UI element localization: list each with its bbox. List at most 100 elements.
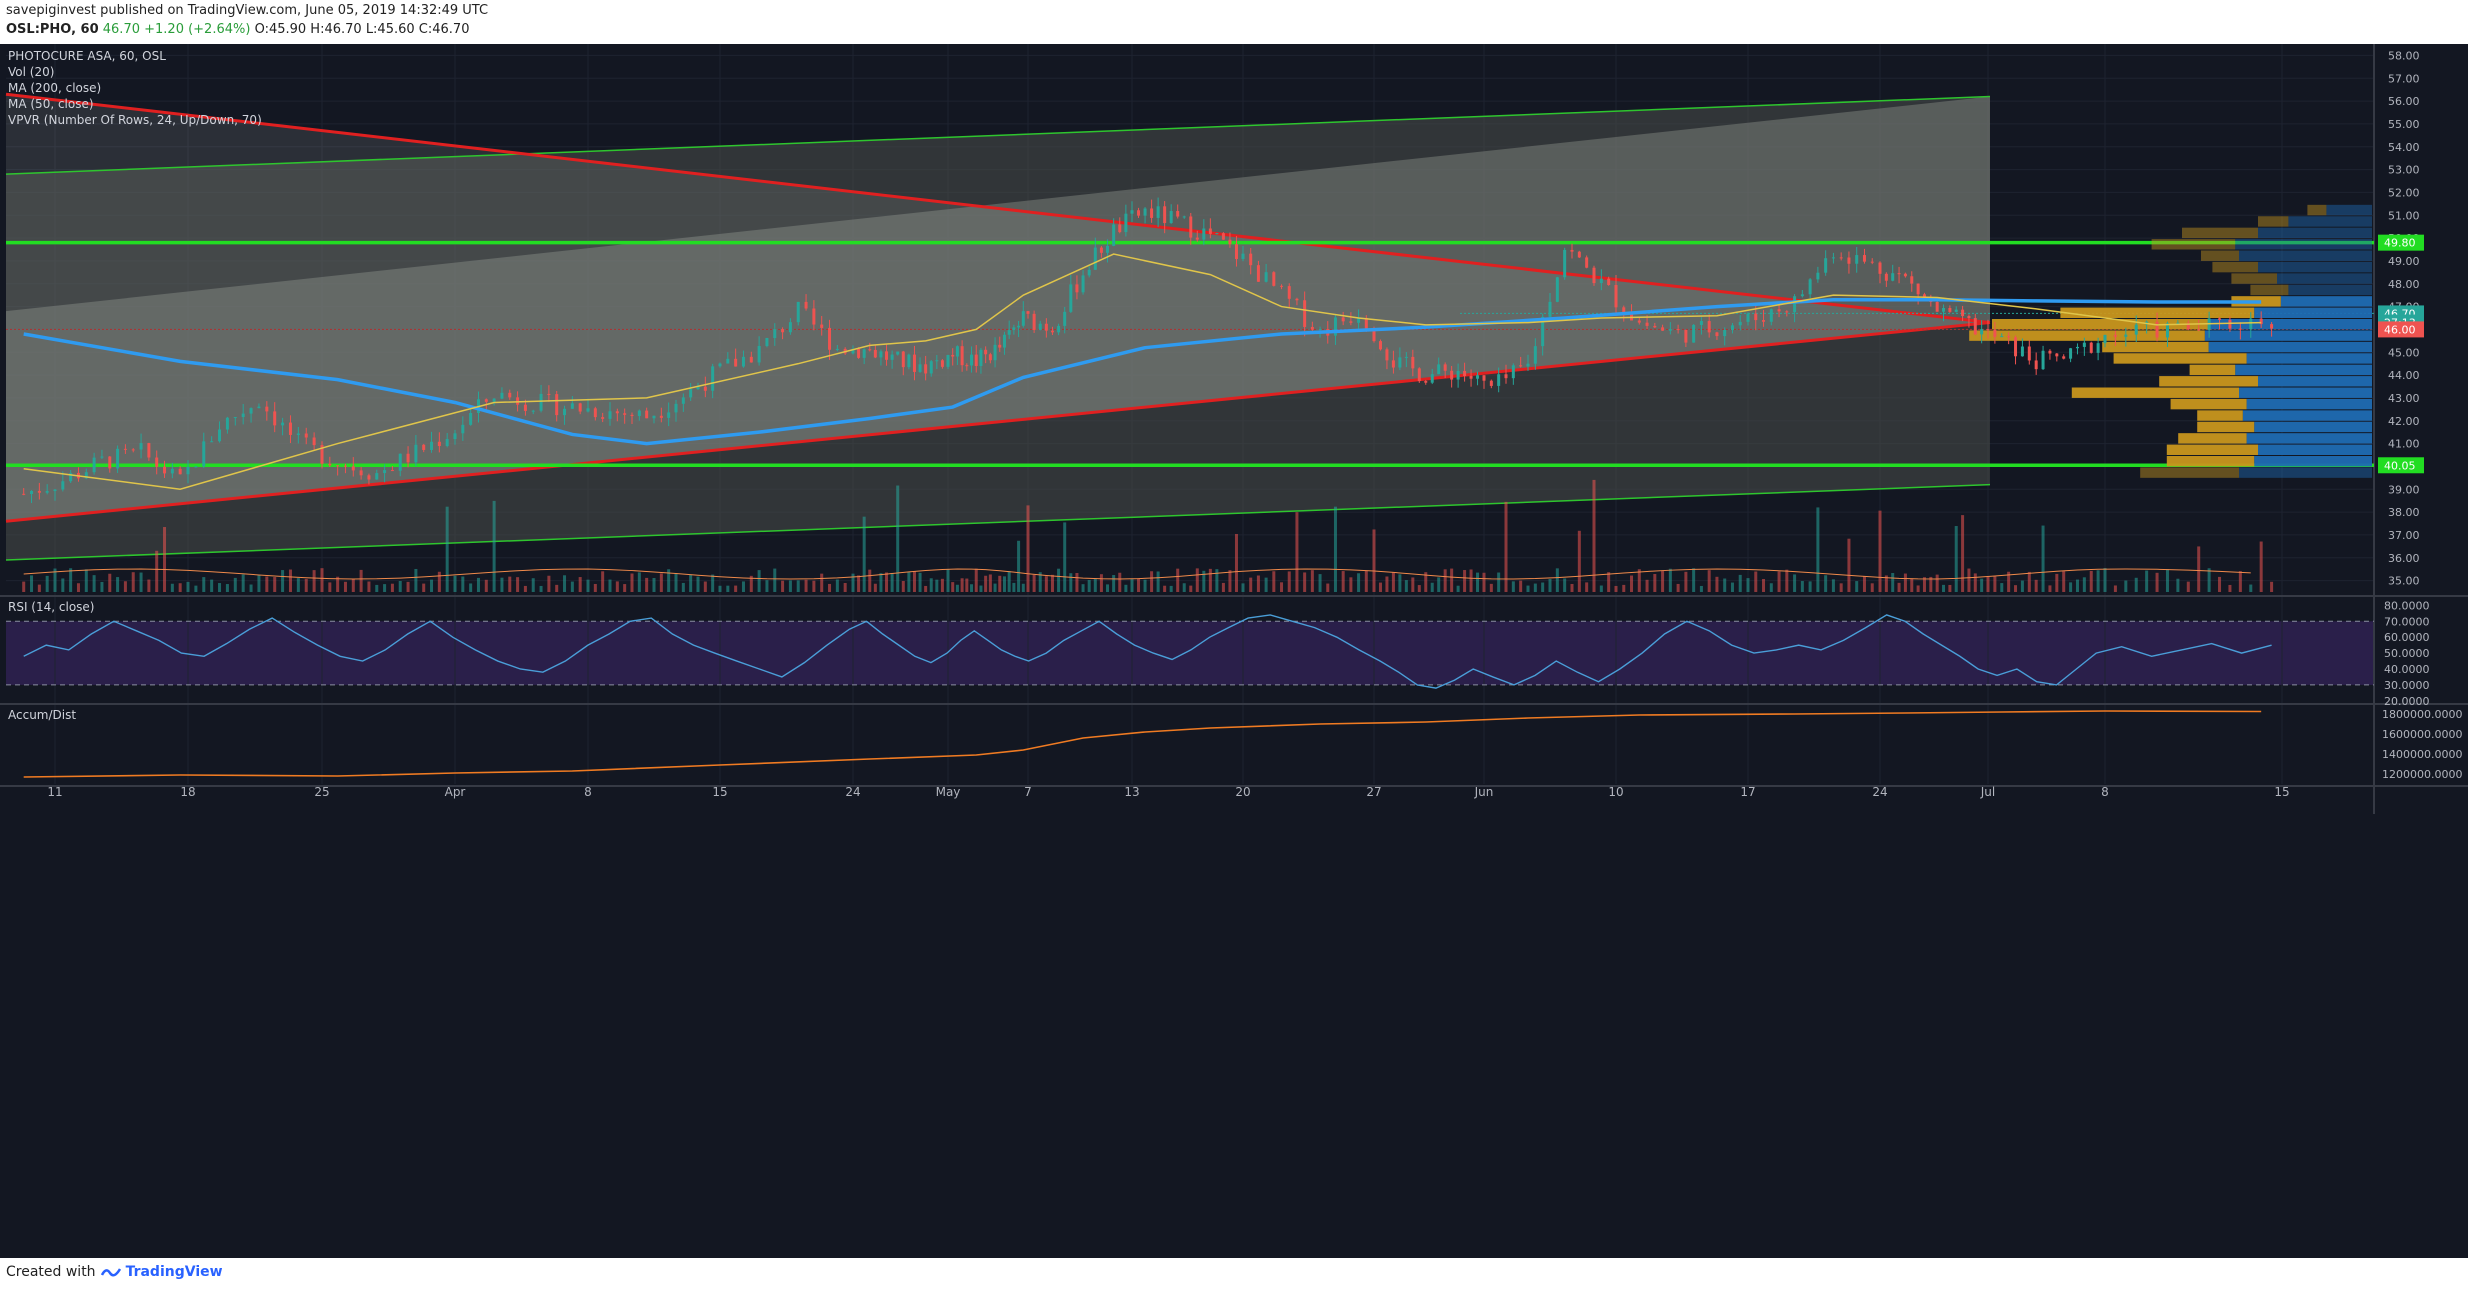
rsi-tick-label: 50.0000 [2384,647,2430,660]
volume-bar [1476,572,1480,592]
candle-body [773,329,777,339]
candle-body [1738,321,1742,326]
legend-item: Vol (20) [8,65,54,79]
candle-body [116,448,120,469]
volume-bar [1249,577,1253,592]
candle-body [1256,265,1260,282]
candle-body [1169,211,1173,224]
volume-bar [1935,574,1939,592]
volume-bar [1228,570,1232,592]
volume-bar [993,583,997,592]
vpvr-down-bar [2170,398,2247,410]
candle-body [178,468,182,475]
volume-bar [1137,578,1141,592]
candle-body [993,344,997,361]
channel-lower-line [5,483,1991,561]
candle-body [890,354,894,360]
candle-body [979,349,983,366]
candle-body [2034,360,2038,370]
volume-bar [523,585,527,592]
legend-item: VPVR (Number Of Rows, 24, Up/Down, 70) [8,113,262,127]
publisher-name[interactable]: savepiginvest [6,3,96,18]
tradingview-brand[interactable]: TradingView [125,1264,223,1280]
chart-area[interactable]: 58.00 57.00 56.00 55.00 54.00 53.00 52.00 51.00… [0,44,2468,1258]
candle-body [1676,329,1680,331]
candle-body [951,354,955,357]
candle-body [1497,374,1501,386]
x-tick-label: 15 [2274,785,2289,799]
price-label-text: 40.05 [2384,459,2416,472]
candle-body [1241,253,1245,259]
x-tick-label: May [936,785,961,799]
candle-body [1489,380,1493,386]
volume-bar [912,571,916,592]
price-tick-label: 36.00 [2388,552,2420,565]
candle-body [873,349,877,358]
candle-body [820,324,824,328]
volume-bar [1264,577,1268,592]
volume-bar [2186,581,2190,592]
volume-bar [61,578,65,592]
volume-bar [1730,582,1734,592]
volume-bar [233,577,237,592]
candle-body [1357,317,1361,323]
volume-bar [1012,582,1016,592]
candle-body [998,344,1002,348]
candle-body [210,441,214,443]
candle-body [757,345,761,363]
volume-bar [955,584,959,592]
volume-bar [788,580,792,592]
volume-bar [1980,578,1984,592]
accum-dist-line [23,710,2262,778]
ascending-trendline [5,321,1991,523]
volume-bar [1463,570,1467,592]
volume-bar [1993,576,1997,592]
volume-bar [615,581,619,592]
candle-body [1916,283,1920,295]
price-tick-label: 39.00 [2388,483,2420,496]
candle-body [1398,357,1402,368]
vpvr-down-bar [2182,227,2258,239]
vpvr-up-bar [2258,227,2372,239]
candle-body [1249,253,1253,266]
volume-bar [703,581,707,592]
candle-body [1264,272,1268,282]
volume-bar [163,527,167,592]
candle-body [907,354,911,368]
volume-bar [1489,583,1493,592]
volume-bar [476,577,480,592]
ad-tick-label: 1800000.0000 [2382,708,2462,721]
volume-bar [1692,568,1696,592]
volume-bar [1295,512,1299,592]
candle-body [249,408,253,414]
volume-bar [249,584,253,592]
candle-body [1215,233,1219,235]
candle-body [1504,374,1508,379]
volume-bar [1208,568,1212,592]
candle-body [1032,313,1036,330]
volume-bar [1124,584,1128,592]
candle-body [1476,375,1480,379]
volume-bar [1800,581,1804,592]
candle-body [1707,321,1711,333]
volume-bar [22,581,26,592]
rsi-tick-label: 80.0000 [2384,599,2430,612]
volume-bar [1519,580,1523,592]
vpvr-up-bar [2239,467,2372,478]
accum-dist-pane [23,710,2262,778]
volume-bar [1349,577,1353,592]
candle-body [383,470,387,474]
volume-bar [414,568,418,592]
volume-bar [608,579,612,592]
candle-body [2000,336,2004,338]
volume-bar [1555,568,1559,592]
candle-body [163,466,167,474]
chart-svg[interactable]: 58.00 57.00 56.00 55.00 54.00 53.00 52.00 51.00… [0,44,2468,1258]
candle-body [2165,323,2169,338]
volume-bar [974,568,978,592]
volume-bar [37,584,41,592]
vpvr-up-bar [2235,364,2372,376]
candle-body [726,358,730,364]
volume-bar [1326,583,1330,592]
x-tick-label: 18 [180,785,195,799]
